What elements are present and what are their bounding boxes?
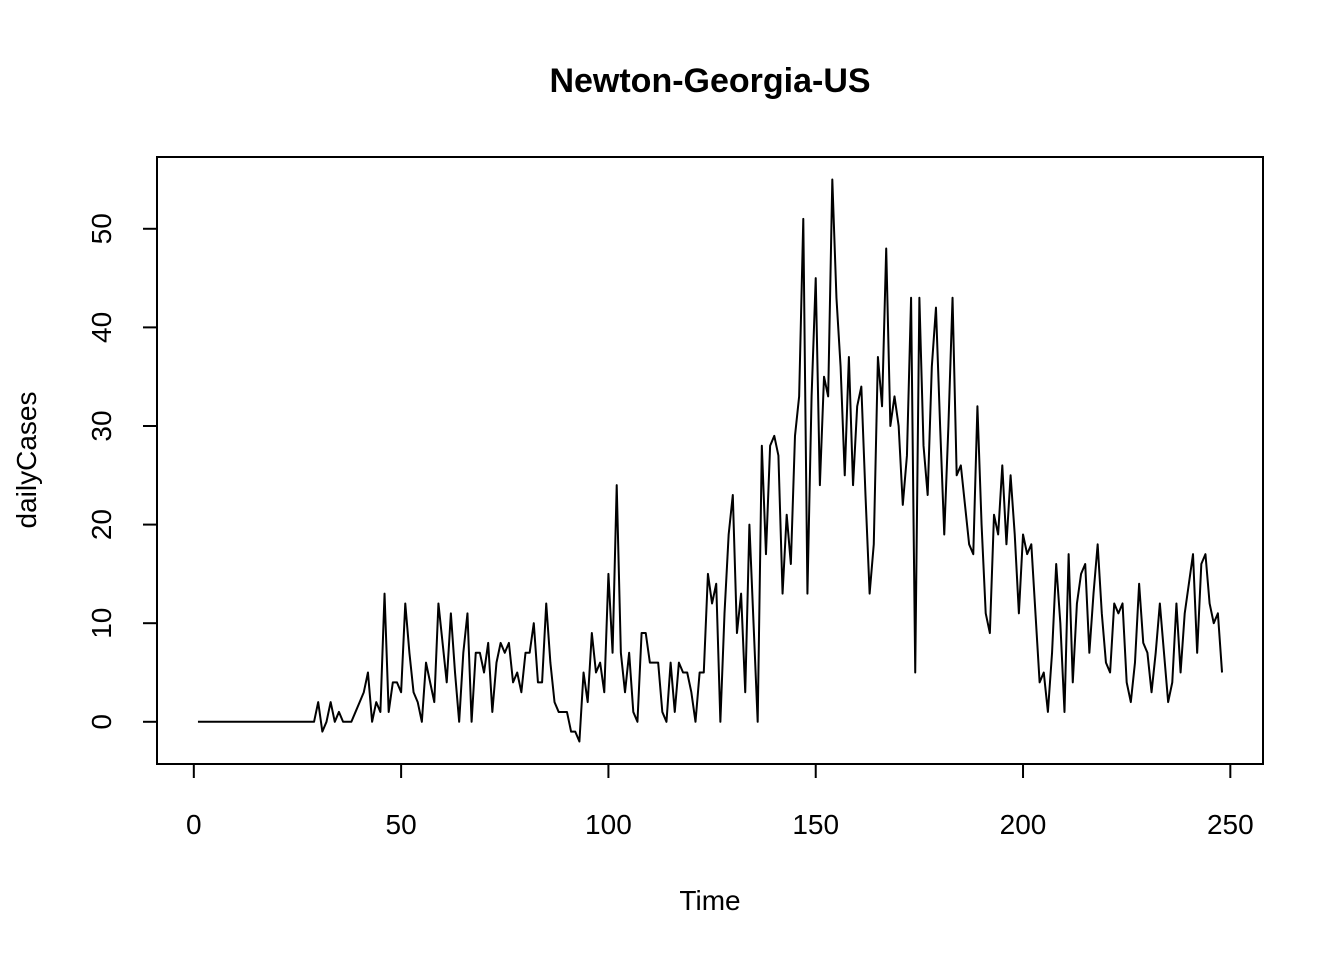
series-line	[197, 178, 1224, 743]
x-tick-label: 100	[585, 809, 632, 840]
chart-title: Newton-Georgia-US	[549, 62, 870, 100]
y-tick-label: 30	[86, 410, 117, 441]
x-axis: 0 50 100 150 200 250	[186, 763, 1254, 840]
y-tick-label: 10	[86, 608, 117, 639]
y-tick-label: 50	[86, 213, 117, 244]
plot-frame	[156, 156, 1264, 765]
y-tick-label: 20	[86, 509, 117, 540]
x-tick-label: 250	[1207, 809, 1254, 840]
x-tick-label: 150	[792, 809, 839, 840]
y-tick-label: 40	[86, 312, 117, 343]
y-tick-label: 0	[86, 714, 117, 730]
data-series	[197, 178, 1224, 743]
y-axis-label: dailyCases	[11, 392, 42, 529]
x-axis-label: Time	[679, 885, 740, 916]
x-tick-label: 200	[1000, 809, 1047, 840]
x-tick-label: 50	[386, 809, 417, 840]
y-axis: 0 10 20 30 40 50	[86, 213, 158, 730]
x-tick-label: 0	[186, 809, 202, 840]
